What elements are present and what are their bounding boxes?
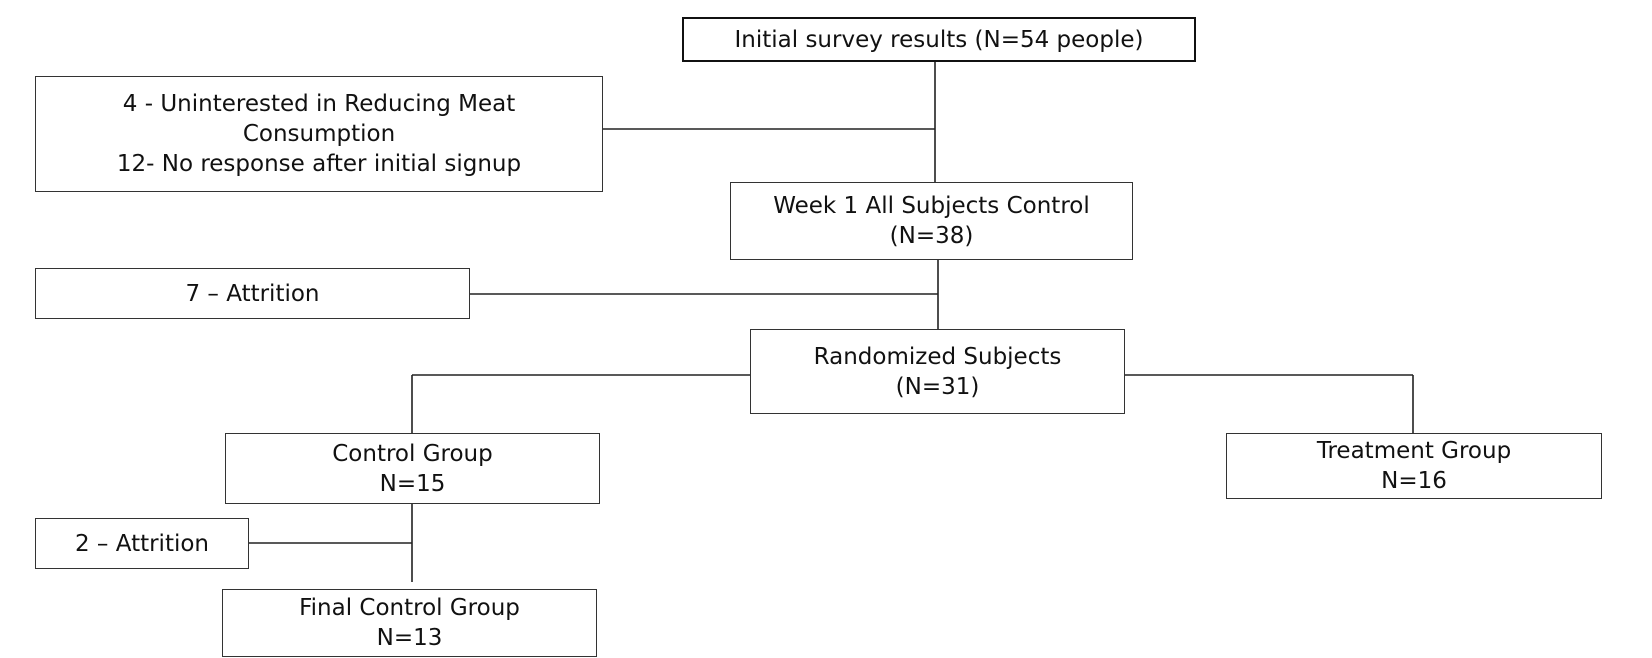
node-control-group-line-2: N=15 [379,470,446,497]
node-attrition-1: 7 – Attrition [35,268,470,319]
node-attrition-2: 2 – Attrition [35,518,249,569]
node-week1-line-1: Week 1 All Subjects Control [773,193,1090,219]
node-final-control-group: Final Control Group N=13 [222,589,597,657]
node-attrition-2-label: 2 – Attrition [74,530,210,557]
node-randomized-line-2: (N=31) [895,373,980,400]
node-randomized-line-1: Randomized Subjects [813,343,1062,370]
node-week1-line-2: (N=38) [889,223,974,249]
node-treatment-group-line-1: Treatment Group [1316,438,1512,464]
node-final-control-line-1: Final Control Group [299,595,520,621]
node-excluded-line-2: Consumption [242,121,396,147]
node-control-group-line-1: Control Group [332,440,493,467]
node-excluded-line-3: 12- No response after initial signup [116,151,522,177]
node-initial-survey-label: Initial survey results (N=54 people) [734,26,1144,53]
node-week1: Week 1 All Subjects Control (N=38) [730,182,1133,260]
node-treatment-group: Treatment Group N=16 [1226,433,1602,499]
node-treatment-group-line-2: N=16 [1381,468,1447,494]
node-control-group: Control Group N=15 [225,433,600,504]
node-initial-survey: Initial survey results (N=54 people) [682,17,1196,62]
node-excluded: 4 - Uninterested in Reducing Meat Consum… [35,76,603,192]
node-final-control-line-2: N=13 [376,625,443,651]
node-randomized: Randomized Subjects (N=31) [750,329,1125,414]
node-attrition-1-label: 7 – Attrition [185,280,320,307]
node-excluded-line-1: 4 - Uninterested in Reducing Meat [122,91,516,117]
